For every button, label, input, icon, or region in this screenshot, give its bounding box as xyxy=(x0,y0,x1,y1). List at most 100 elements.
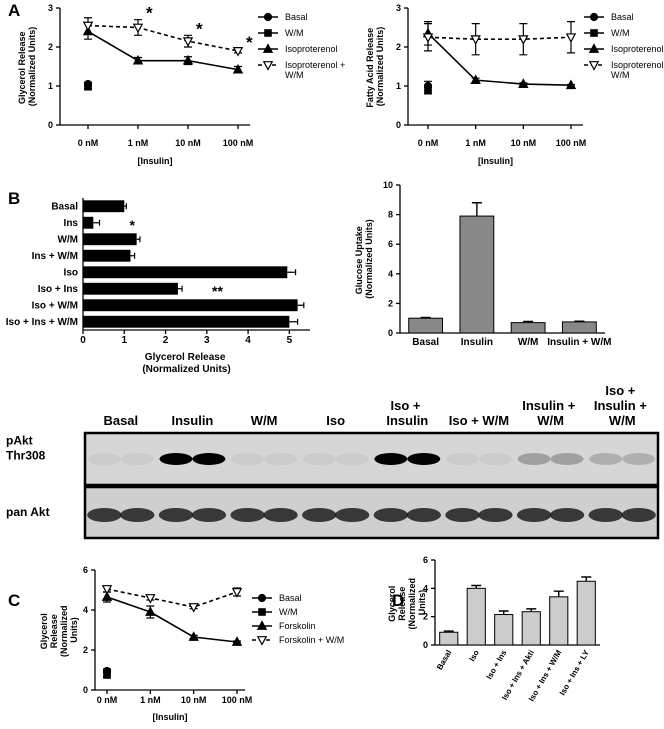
marker xyxy=(590,29,598,37)
x-axis-label: [Insulin] xyxy=(478,156,513,166)
error-bar xyxy=(287,269,297,276)
marker xyxy=(188,603,199,613)
y-tick-label: Iso + Ins xyxy=(38,284,79,295)
band xyxy=(478,453,512,465)
error-bar xyxy=(124,203,127,210)
annotation: * xyxy=(130,217,136,233)
legend-label: Forskolin + W/M xyxy=(279,635,344,645)
error-bar xyxy=(177,285,183,292)
x-axis-label: Glycerol Release (Normalized Units) xyxy=(142,352,230,375)
row-label: pAkt Thr308 xyxy=(6,434,46,463)
y-tick-label: 2 xyxy=(423,612,428,622)
marker xyxy=(101,585,113,595)
legend-label: Isoproterenol + W/M xyxy=(285,60,348,80)
legend-label: Basal xyxy=(611,12,634,22)
legend-label: Isoproterenol + W/M xyxy=(611,60,664,80)
band xyxy=(120,508,155,522)
annotation: * xyxy=(146,4,153,23)
x-tick-label: 5 xyxy=(287,335,293,346)
y-tick-label: 4 xyxy=(83,605,88,615)
y-tick-label: 0 xyxy=(423,640,428,650)
marker xyxy=(518,35,529,45)
marker xyxy=(84,82,92,91)
error-bar xyxy=(289,318,299,325)
lane-label: Iso + W/M xyxy=(449,413,509,428)
marker xyxy=(82,21,94,32)
marker xyxy=(262,61,274,71)
bar xyxy=(83,315,290,328)
x-tick-label: 1 nM xyxy=(128,138,149,148)
series-line xyxy=(427,36,572,40)
x-tick-label: 1 nM xyxy=(140,695,161,705)
band xyxy=(517,453,551,465)
y-tick-label: 4 xyxy=(423,583,428,593)
y-tick-label: 1 xyxy=(396,81,401,91)
error-bar xyxy=(130,252,136,259)
marker xyxy=(101,591,113,601)
bar xyxy=(466,587,486,646)
panel-label: B xyxy=(8,189,20,208)
bar xyxy=(83,282,178,295)
y-tick-label: 0 xyxy=(83,685,88,695)
marker xyxy=(103,671,111,679)
marker xyxy=(182,54,194,65)
y-tick-label: W/M xyxy=(57,234,78,245)
y-tick-label: 3 xyxy=(48,3,53,13)
marker xyxy=(188,631,199,641)
error-bar xyxy=(581,576,592,582)
bar xyxy=(83,299,298,312)
error-bar xyxy=(93,219,101,226)
x-tick-label: Basal xyxy=(435,649,453,672)
band xyxy=(622,453,656,465)
x-axis-label: [Insulin] xyxy=(153,712,188,722)
band xyxy=(516,508,552,522)
band xyxy=(334,508,370,522)
x-tick-label: Insulin + W/M xyxy=(547,337,611,348)
x-tick-label: 0 nM xyxy=(78,138,99,148)
marker xyxy=(424,86,432,95)
bar xyxy=(83,233,137,246)
error-bar xyxy=(498,610,509,615)
marker xyxy=(262,43,274,53)
band xyxy=(621,508,656,522)
y-axis-label: Glycerol Release (Normalized Units) xyxy=(387,575,427,629)
band xyxy=(231,453,265,465)
legend-label: Isoproterenol xyxy=(285,44,338,54)
error-bar xyxy=(553,590,564,597)
band xyxy=(302,508,337,522)
band xyxy=(550,453,584,465)
marker xyxy=(258,608,266,616)
y-axis-label: Glycerol Release (Normalized Units) xyxy=(39,603,79,657)
y-axis-label: Glucose Uptake (Normalized Units) xyxy=(354,219,374,299)
x-tick-label: 100 nM xyxy=(556,138,587,148)
x-axis-label: [Insulin] xyxy=(138,156,173,166)
marker xyxy=(231,588,243,598)
panel-label: A xyxy=(8,1,20,20)
lane-label: Insulin xyxy=(171,413,213,428)
x-tick-label: 0 nM xyxy=(418,138,439,148)
annotation: * xyxy=(196,19,203,38)
marker xyxy=(231,636,243,646)
band xyxy=(549,508,585,522)
series-line xyxy=(87,30,239,71)
band xyxy=(264,453,298,465)
x-tick-label: 10 nM xyxy=(181,695,207,705)
x-tick-label: Iso + Ins xyxy=(485,648,509,681)
y-tick-label: 4 xyxy=(388,269,393,279)
marker xyxy=(256,620,268,630)
legend-label: Basal xyxy=(279,593,302,603)
marker xyxy=(588,61,600,71)
y-tick-label: 6 xyxy=(388,239,393,249)
x-tick-label: 4 xyxy=(245,335,251,346)
marker xyxy=(145,594,156,604)
band xyxy=(158,508,194,522)
bar xyxy=(408,317,444,334)
band xyxy=(335,453,369,465)
band xyxy=(445,508,480,522)
marker xyxy=(145,606,156,616)
lane-label: Basal xyxy=(103,413,138,428)
series-line xyxy=(106,588,238,608)
bar xyxy=(549,596,569,646)
y-tick-label: Basal xyxy=(51,201,78,212)
